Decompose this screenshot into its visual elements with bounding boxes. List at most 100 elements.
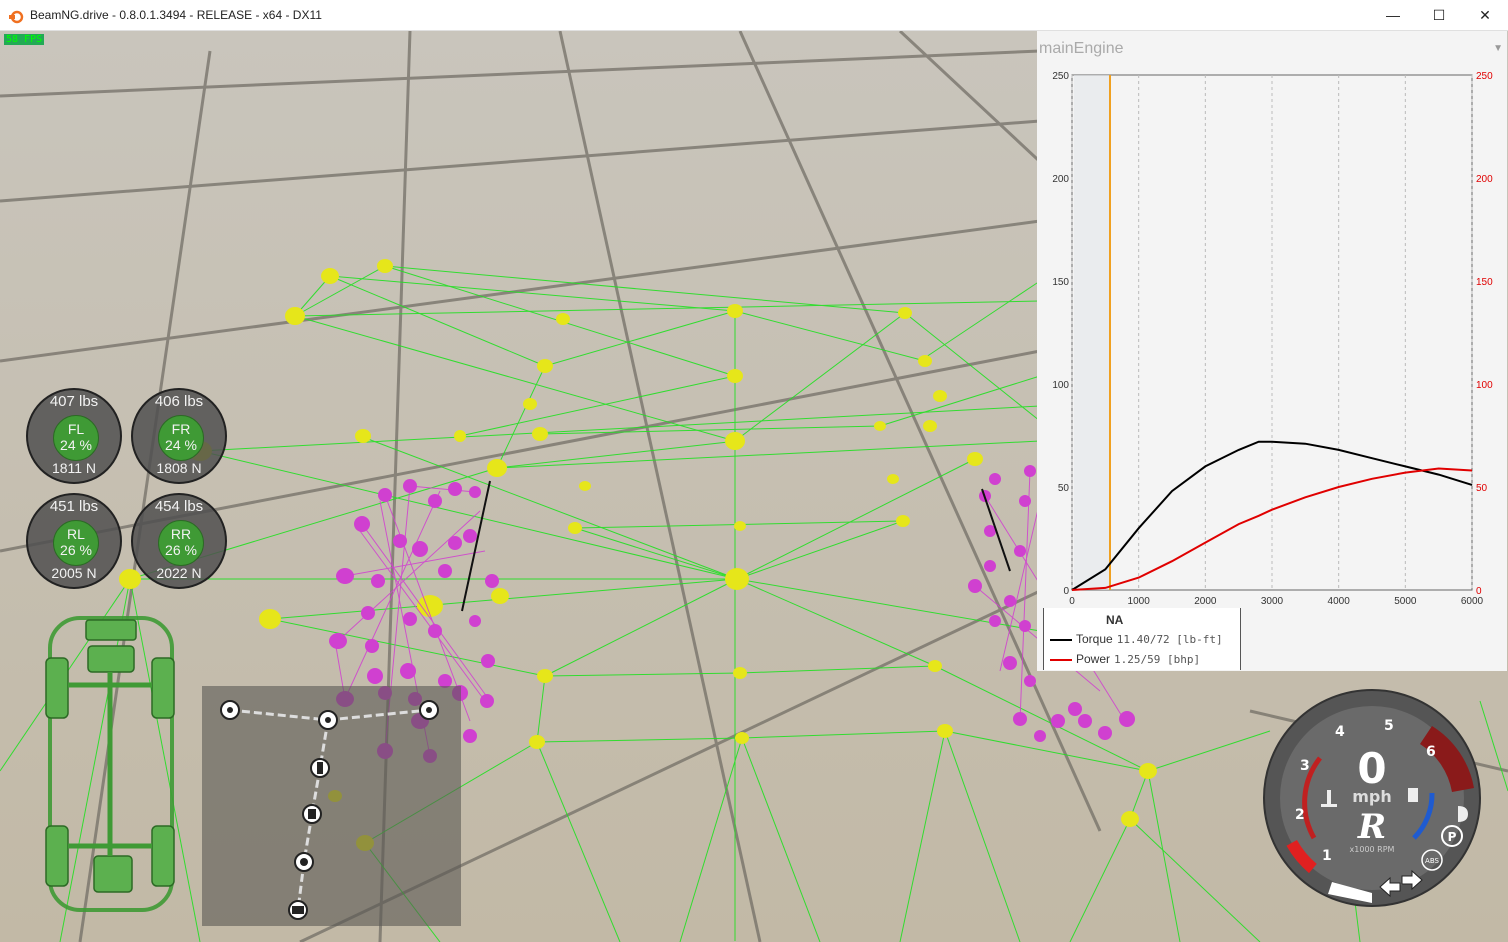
wheel-weight: 407 lbs [49,393,99,410]
legend-torque-value: 11.40/72 [lb-ft] [1116,633,1223,646]
gauge-face [1280,706,1464,890]
powertrain-tree [220,700,439,920]
legend-power: Power 1.25/59 [bhp] [1050,652,1200,666]
rpm-tick: 1 [1322,848,1332,864]
svg-text:P: P [1448,830,1457,844]
wheel-force: 1811 N [51,460,97,476]
legend-torque: Torque 11.40/72 [lb-ft] [1050,632,1223,646]
jbeam-beams [0,265,1508,942]
rpm-tick: 3 [1300,758,1310,774]
x-tick-label: 0 [1069,596,1075,607]
front-left-tire [45,657,69,719]
y-tick-label-left: 100 [1052,380,1069,391]
fuel-arc [1412,792,1435,840]
y-tick-label-left: 200 [1052,174,1069,185]
rear-right-tire [151,825,175,887]
fps-counter: 58 FPS [4,34,45,45]
wheel-id: FL [67,421,85,437]
wheel-core: FR 24 % [158,415,204,461]
rpm-tick: 5 [1384,718,1394,734]
wheel-load-fr: 406 lbs FR 24 % 1808 N [131,388,227,484]
wheel-core: RR 26 % [158,520,204,566]
wheel-id: FR [171,421,191,437]
chevron-down-icon[interactable]: ▼ [1493,43,1503,54]
x-tick-label: 3000 [1261,596,1284,607]
x-tick-label: 2000 [1194,596,1217,607]
gear-indicator: R [1357,807,1386,847]
legend-power-label: Power [1076,652,1111,666]
rear-left-tire [45,825,69,887]
wheel-core: RL 26 % [53,520,99,566]
power-curve [1071,467,1473,591]
engine-temp-icon [1321,790,1337,807]
speed-readout: 0 [1357,744,1386,793]
speedometer: 1 2 3 4 5 6 0 mph R x1000 RPM P ABS [1263,689,1481,907]
parking-brake-icon: P [1441,825,1463,847]
chassis-outline [48,616,174,912]
wheel-id: RR [170,526,192,542]
torque-curve [1071,440,1473,591]
close-button[interactable]: ✕ [1479,7,1491,23]
abs-icon: ABS [1421,849,1443,871]
wheel-core: FL 24 % [53,415,99,461]
wheel-weight: 406 lbs [154,393,204,410]
fuel-tank-icon [93,855,133,893]
minimize-button[interactable]: — [1386,7,1400,23]
fuel-pump-icon [1408,788,1418,802]
y-tick-label-right: 250 [1476,71,1493,82]
headlight-icon [1458,806,1468,822]
turn-left-icon [1379,876,1401,898]
y-tick-label-left: 250 [1052,71,1069,82]
wheel-load-rr: 454 lbs RR 26 % 2022 N [131,493,227,589]
x-tick-label: 1000 [1128,596,1151,607]
plot-area [1071,74,1473,591]
rpm-fill [1286,839,1317,874]
wheel-force: 2022 N [156,565,202,581]
wheel-force: 1808 N [156,460,202,476]
wheel-percent: 26 % [165,542,197,558]
window-title: BeamNG.drive - 0.8.0.1.3494 - RELEASE - … [30,8,322,22]
engine-graph-panel: mainEngine ▼ 0 1000 2000 3000 4000 5000 6000 0 5… [1037,31,1507,671]
y-tick-label-right: 200 [1476,174,1493,185]
y-tick-label-left: 150 [1052,277,1069,288]
y-tick-label-right: 0 [1476,586,1482,597]
powertrain-tree-panel [202,686,461,926]
rpm-unit-label: x1000 RPM [1350,845,1395,854]
x-tick-label: 6000 [1461,596,1484,607]
maximize-button[interactable]: ☐ [1432,7,1446,23]
redline-zone [1420,726,1474,792]
wheel-id: RL [67,526,85,542]
wheel-percent: 26 % [60,542,92,558]
wheel-nodes-right [968,465,1135,742]
x-tick-label: 4000 [1328,596,1351,607]
suspension-links [461,480,1011,612]
chart-legend: NA Torque 11.40/72 [lb-ft] Power 1.25/59 [… [1043,608,1241,670]
rpm-shade [1074,75,1110,590]
legend-torque-label: Torque [1076,632,1113,646]
engine-torque-power-chart: 0 1000 2000 3000 4000 5000 6000050100150200250… [1052,71,1493,607]
temp-arc [1302,756,1322,840]
legend-na-label: NA [1106,613,1124,627]
window-titlebar: BeamNG.drive - 0.8.0.1.3494 - RELEASE - … [0,0,1508,31]
y-tick-label-right: 150 [1476,277,1493,288]
speed-unit: mph [1352,787,1392,806]
front-right-tire [151,657,175,719]
y-tick-label-right: 100 [1476,380,1493,391]
engine-block-icon [87,645,135,673]
rpm-tick: 6 [1426,744,1436,760]
wheel-percent: 24 % [60,437,92,453]
wheel-load-rl: 451 lbs RL 26 % 2005 N [26,493,122,589]
rpm-tick: 4 [1335,724,1345,740]
y-tick-label-right: 50 [1476,483,1488,494]
x-tick-label: 5000 [1394,596,1417,607]
rpm-tick: 2 [1295,807,1305,823]
wheel-force: 2005 N [51,565,97,581]
wheel-weight: 454 lbs [154,498,204,515]
rpm-bar-base [1328,882,1372,903]
graph-title: mainEngine [1039,40,1124,57]
y-tick-label-left: 0 [1063,586,1069,597]
svg-text:ABS: ABS [1425,857,1439,865]
vehicle-drivetrain-diagram [45,616,175,912]
radiator-icon [85,619,137,641]
legend-power-value: 1.25/59 [bhp] [1114,653,1201,666]
